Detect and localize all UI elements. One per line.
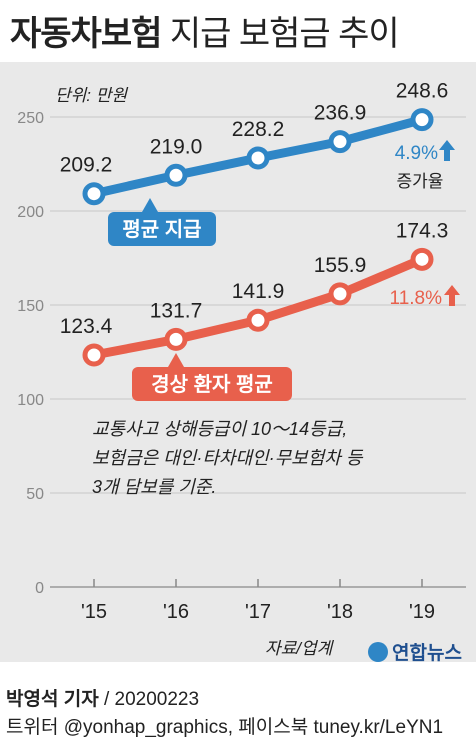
page-title: 자동차보험 지급 보험금 추이 xyxy=(10,6,400,55)
data-point xyxy=(164,327,188,351)
note-line: 교통사고 상해등급이 10～14등급, xyxy=(92,419,347,439)
data-label: 131.7 xyxy=(150,299,203,322)
growth-value: 11.8% xyxy=(390,288,443,309)
source-text: 자료/업계 xyxy=(265,639,335,658)
y-tick-label: 200 xyxy=(17,204,44,221)
series-name-pointer xyxy=(168,353,184,367)
x-tick-label: '17 xyxy=(245,601,271,623)
x-tick-label: '19 xyxy=(409,601,435,623)
x-tick-label: '16 xyxy=(163,601,189,623)
chart-area: 0 50 100 150 200 250 '15 '16 '17 '18 '19 단위: 만원 20… xyxy=(0,62,476,662)
growth-caption: 증가율 xyxy=(397,172,444,191)
data-label: 219.0 xyxy=(150,135,203,158)
x-tick-label: '18 xyxy=(327,601,353,623)
y-tick-label: 150 xyxy=(17,298,44,315)
data-point xyxy=(246,308,270,332)
data-label: 174.3 xyxy=(396,219,449,242)
y-tick-label: 100 xyxy=(17,392,44,409)
logo-icon xyxy=(368,642,388,662)
series-name-label: 평균 지급 xyxy=(122,218,201,241)
author: 박영석 기자 xyxy=(6,689,99,710)
yonhap-logo: 연합뉴스 xyxy=(368,642,462,662)
growth-annotation-avg: 4.9% xyxy=(395,140,455,164)
series-name-callout-minor: 경상 환자 평균 xyxy=(132,353,292,401)
data-label: 236.9 xyxy=(314,102,367,125)
data-point xyxy=(410,108,434,132)
y-tick-label: 0 xyxy=(35,580,44,597)
note-line: 보험금은 대인·타차대인·무보험차 등 xyxy=(92,448,364,468)
footer-credit: 박영석 기자 / 20200223 xyxy=(6,684,199,711)
series-name-box xyxy=(108,212,216,246)
data-label: 141.9 xyxy=(232,280,285,303)
growth-annotation-minor: 11.8% xyxy=(390,285,460,309)
data-point xyxy=(82,182,106,206)
data-point xyxy=(82,343,106,367)
title-bold: 자동차보험 xyxy=(10,15,162,53)
data-point xyxy=(246,146,270,170)
series-line-1 xyxy=(89,254,427,360)
series-name-box xyxy=(132,367,292,401)
logo-text: 연합뉴스 xyxy=(392,642,462,662)
title-rest: 지급 보험금 추이 xyxy=(169,15,400,53)
arrow-up-icon xyxy=(439,140,455,161)
series-name-callout-avg: 평균 지급 xyxy=(108,198,216,246)
x-tick-label: '15 xyxy=(81,601,107,623)
data-label: 209.2 xyxy=(60,154,113,177)
data-label: 228.2 xyxy=(232,118,285,141)
series-name-pointer xyxy=(142,198,158,212)
data-point xyxy=(328,282,352,306)
unit-label: 단위: 만원 xyxy=(55,86,128,105)
line-chart: 0 50 100 150 200 250 '15 '16 '17 '18 '19 단위: 만원 20… xyxy=(17,80,466,662)
data-point xyxy=(328,130,352,154)
y-tick-label: 250 xyxy=(17,110,44,127)
date: / 20200223 xyxy=(103,689,200,710)
note-line: 3개 담보를 기준. xyxy=(92,477,216,497)
data-label: 155.9 xyxy=(314,254,367,277)
data-point xyxy=(164,163,188,187)
y-tick-label: 50 xyxy=(26,486,44,503)
footer-social: 트위터 @yonhap_graphics, 페이스북 tuney.kr/LeYN… xyxy=(6,717,444,738)
series-name-label: 경상 환자 평균 xyxy=(151,373,273,396)
arrow-up-icon xyxy=(444,285,460,306)
data-label: 248.6 xyxy=(396,80,449,103)
data-point xyxy=(410,247,434,271)
growth-value: 4.9% xyxy=(395,143,438,164)
data-label: 123.4 xyxy=(60,315,113,338)
